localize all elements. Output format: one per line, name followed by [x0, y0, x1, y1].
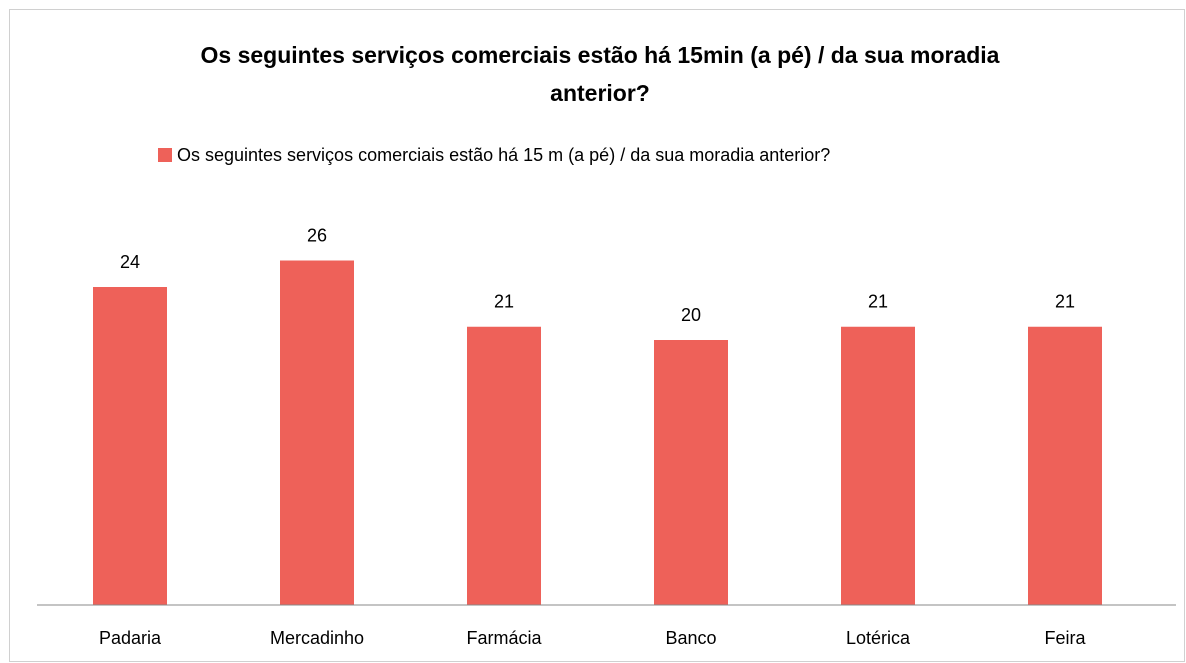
data-label: 26: [307, 225, 327, 245]
data-label: 20: [681, 305, 701, 325]
x-tick-label: Lotérica: [846, 628, 911, 648]
data-label: 24: [120, 252, 140, 272]
x-tick-label: Farmácia: [466, 628, 542, 648]
bar: [280, 260, 354, 605]
data-label: 21: [1055, 292, 1075, 312]
x-tick-label: Mercadinho: [270, 628, 364, 648]
bar: [654, 340, 728, 605]
legend-swatch: [158, 148, 172, 162]
bar: [841, 326, 915, 605]
x-tick-label: Padaria: [99, 628, 162, 648]
bar: [93, 287, 167, 605]
x-tick-label: Feira: [1044, 628, 1086, 648]
bar: [1028, 326, 1102, 605]
legend-label: Os seguintes serviços comerciais estão h…: [177, 145, 830, 165]
chart-title: Os seguintes serviços comerciais estão h…: [200, 42, 1000, 106]
bar: [467, 326, 541, 605]
x-tick-label: Banco: [665, 628, 716, 648]
data-label: 21: [494, 292, 514, 312]
chart-frame: [9, 9, 1185, 662]
data-label: 21: [868, 292, 888, 312]
